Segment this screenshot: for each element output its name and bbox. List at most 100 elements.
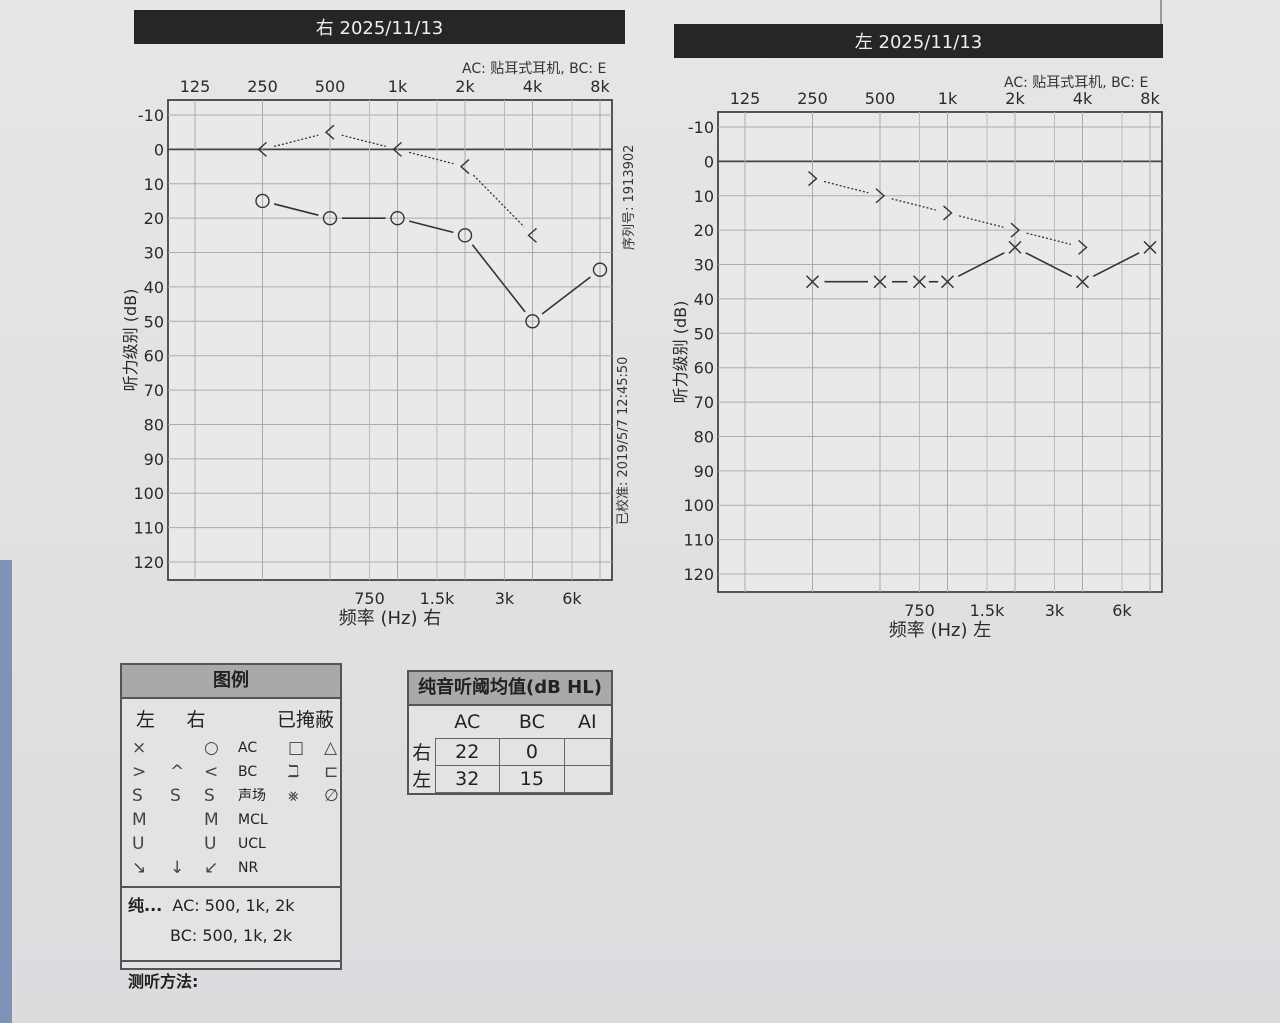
- data-point-bc: [459, 159, 470, 175]
- legend-symbol: S: [132, 786, 143, 806]
- legend-symbol: M: [132, 810, 147, 830]
- legend-label: 声场: [238, 788, 266, 804]
- legend-symbol: ↓: [170, 858, 185, 878]
- y-tick-label: 90: [144, 450, 164, 469]
- y-tick-label: 70: [144, 381, 164, 400]
- data-point-ac: [940, 275, 955, 289]
- legend-symbol: ℶ: [288, 762, 300, 782]
- data-point-ac: [525, 314, 540, 329]
- pta-table-panel: 纯音听阈均值(dB HL) AC BC AI 右 22 0 左 32 15: [407, 670, 613, 795]
- legend-symbol: ×: [132, 738, 147, 758]
- pta-row-right: 右 22 0: [409, 737, 612, 766]
- right-ear-audiogram: -10 0 10 20 30 40 50 60 70 80 90 100 110 120 125 250 500…: [121, 77, 613, 629]
- legend-symbol: [324, 808, 354, 832]
- legend-title: 图例: [122, 665, 340, 699]
- legend-symbol: ↙: [204, 858, 219, 878]
- legend-symbol: ↘: [132, 858, 147, 878]
- test-method: 测听方法:: [122, 960, 340, 998]
- legend-symbol: ^: [170, 762, 185, 782]
- y-tick-label: 40: [144, 278, 164, 297]
- y-tick-label: 120: [683, 565, 714, 584]
- left-ear-header: 左 2025/11/13: [674, 24, 1163, 58]
- data-point-bc: [324, 124, 335, 140]
- legend-pta-label: 纯...: [128, 896, 163, 915]
- x-minor-tick-label: 3k: [1045, 601, 1065, 620]
- background-edge: [0, 560, 12, 1023]
- x-minor-tick-label: 6k: [1112, 601, 1132, 620]
- legend-symbol: △: [324, 738, 338, 758]
- left-transducer-note: AC: 贴耳式耳机, BC: E: [1004, 75, 1149, 91]
- page-border: [1160, 0, 1162, 28]
- legend-symbol: [288, 856, 324, 880]
- data-point-bc: [527, 227, 537, 243]
- data-point-ac: [322, 210, 338, 226]
- x-tick-label: 8k: [1140, 89, 1160, 108]
- y-tick-label: 20: [694, 221, 714, 240]
- x-minor-tick-label: 1.5k: [970, 601, 1005, 620]
- series-bc-segment: [472, 174, 525, 228]
- y-tick-label: 0: [154, 140, 164, 159]
- series-ac-segment: [957, 252, 1005, 277]
- pta-ear: 左: [412, 769, 432, 791]
- data-point-ac: [457, 228, 473, 243]
- data-point-ac: [1075, 275, 1090, 289]
- series-ac-segment: [541, 276, 591, 315]
- legend-col-right: 右: [186, 709, 206, 731]
- series-ac-segment: [1025, 252, 1073, 277]
- pta-ai-value: [563, 764, 612, 793]
- legend-pta-ac: AC: 500, 1k, 2k: [172, 896, 295, 915]
- x-tick-label: 250: [247, 77, 278, 96]
- x-tick-label: 8k: [590, 77, 610, 96]
- y-tick-label: 120: [133, 553, 164, 572]
- legend-col-left: 左: [136, 709, 156, 731]
- y-tick-label: 100: [683, 496, 714, 515]
- pta-col-ai: AI: [578, 710, 597, 733]
- pta-col-ac: AC: [454, 710, 481, 733]
- left-ear-audiogram: -10 0 10 20 30 40 50 60 70 80 90 100 110 120 125 250 500…: [671, 89, 1163, 641]
- y-tick-label: 100: [133, 484, 164, 503]
- pta-bc-value: 0: [499, 737, 565, 766]
- legend-symbol: [324, 832, 354, 856]
- legend-symbol: M: [204, 810, 219, 830]
- x-minor-tick-label: 3k: [495, 589, 515, 608]
- y-tick-label: 90: [694, 462, 714, 481]
- legend-symbol: ∅: [324, 786, 339, 806]
- legend-symbol: >: [132, 762, 147, 782]
- y-tick-label: 80: [144, 415, 164, 434]
- data-point-ac: [255, 193, 270, 209]
- data-point-ac: [592, 262, 608, 277]
- legend-symbol: U: [132, 834, 145, 854]
- x-tick-label: 1k: [938, 89, 958, 108]
- y-tick-label: 50: [144, 312, 164, 331]
- legend-symbol: <: [204, 762, 219, 782]
- y-tick-label: 10: [694, 187, 714, 206]
- data-point-ac: [873, 275, 887, 289]
- x-tick-label: 500: [865, 89, 896, 108]
- y-axis-label: 听力级别 (dB): [121, 289, 140, 392]
- y-tick-label: -10: [138, 106, 164, 125]
- x-axis-label: 频率 (Hz) 右: [339, 608, 441, 629]
- y-tick-label: 70: [694, 393, 714, 412]
- plot-area: [717, 111, 1163, 593]
- y-tick-label: 10: [144, 175, 164, 194]
- legend-symbol: □: [288, 738, 305, 758]
- x-tick-label: 2k: [1005, 89, 1025, 108]
- legend-col-masked: 已掩蔽: [276, 709, 334, 731]
- data-point-bc: [943, 205, 953, 221]
- data-point-ac: [912, 275, 927, 289]
- x-tick-label: 125: [730, 89, 761, 108]
- legend-label: UCL: [238, 836, 266, 852]
- y-tick-label: -10: [688, 118, 714, 137]
- legend-symbol: U: [204, 834, 217, 854]
- data-point-bc: [875, 188, 886, 204]
- pta-table-title: 纯音听阈均值(dB HL): [409, 672, 611, 706]
- x-minor-tick-label: 750: [904, 601, 935, 620]
- x-tick-label: 4k: [1073, 89, 1093, 108]
- right-ear-header: 右 2025/11/13: [134, 10, 625, 44]
- legend-symbol: [288, 808, 324, 832]
- y-tick-label: 110: [683, 531, 714, 550]
- data-point-ac: [1008, 240, 1022, 254]
- data-point-bc: [392, 141, 402, 157]
- y-tick-label: 0: [704, 152, 714, 171]
- y-axis-label: 听力级别 (dB): [671, 301, 690, 404]
